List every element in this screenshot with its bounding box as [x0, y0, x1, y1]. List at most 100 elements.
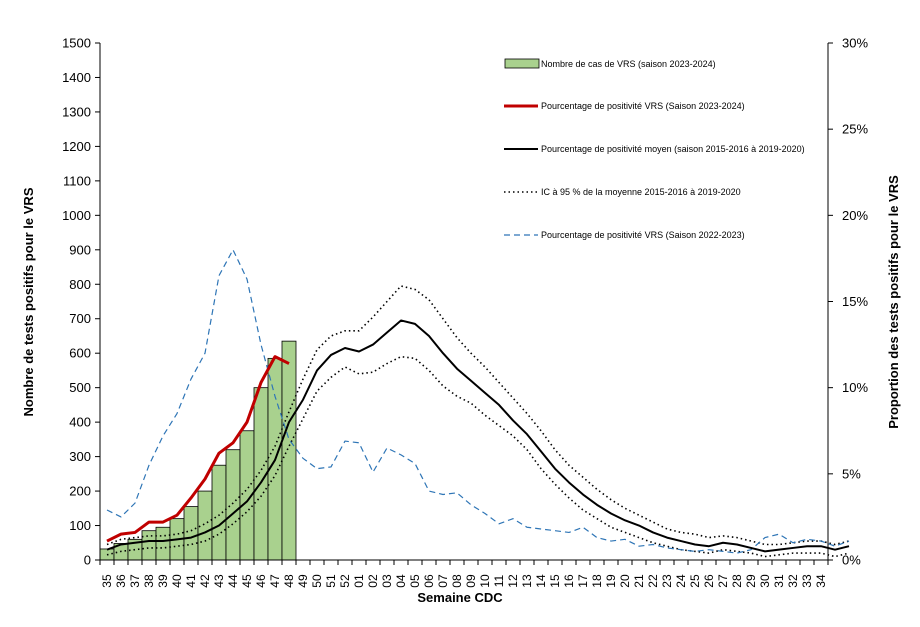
x-tick-label: 47	[268, 574, 282, 588]
y2-axis-title: Proportion des tests positifs pour le VR…	[886, 175, 901, 429]
x-tick-label: 25	[688, 574, 702, 588]
y-tick-label: 500	[69, 380, 91, 395]
bar-41	[183, 506, 199, 561]
x-tick-label: 12	[506, 574, 520, 588]
y-tick-label: 1300	[62, 104, 91, 119]
x-tick-label: 22	[646, 574, 660, 588]
y-tick-label: 1500	[62, 36, 91, 51]
x-tick-label: 18	[590, 574, 604, 588]
x-tick-label: 23	[660, 574, 674, 588]
x-tick-label: 19	[604, 574, 618, 588]
x-tick-label: 42	[198, 574, 212, 588]
y-tick-label: 1200	[62, 139, 91, 154]
x-tick-label: 49	[296, 574, 310, 588]
x-tick-label: 28	[730, 574, 744, 588]
x-tick-label: 24	[674, 574, 688, 588]
x-tick-label: 01	[352, 574, 366, 588]
bar-44	[225, 449, 241, 561]
x-tick-label: 11	[492, 574, 506, 587]
x-tick-label: 40	[170, 574, 184, 588]
y2-tick-label: 5%	[842, 466, 861, 481]
y2-tick-label: 20%	[842, 208, 868, 223]
x-tick-label: 48	[282, 574, 296, 588]
y-tick-label: 1000	[62, 208, 91, 223]
series-line-2	[106, 319, 850, 553]
y-tick-label: 900	[69, 242, 91, 257]
y-tick-label: 1100	[63, 173, 91, 188]
x-tick-label: 09	[464, 574, 478, 588]
series-line-4	[106, 249, 850, 554]
x-tick-label: 21	[632, 574, 646, 588]
y-tick-label: 600	[69, 346, 91, 361]
bar-38	[141, 530, 157, 561]
y-tick-label: 300	[69, 449, 91, 464]
y-tick-label: 0	[84, 553, 91, 568]
x-tick-label: 14	[534, 574, 548, 588]
x-tick-label: 52	[338, 574, 352, 588]
y2-tick-label: 25%	[842, 122, 868, 137]
x-tick-label: 04	[394, 574, 408, 588]
x-tick-label: 02	[366, 574, 380, 588]
legend-label: Pourcentage de positivité VRS (Saison 20…	[541, 230, 745, 240]
x-tick-label: 20	[618, 574, 632, 588]
x-tick-label: 26	[702, 574, 716, 588]
y-tick-label: 200	[69, 484, 91, 499]
x-tick-label: 50	[310, 574, 324, 588]
x-tick-label: 36	[114, 574, 128, 588]
bar-39	[155, 526, 171, 561]
x-tick-label: 39	[156, 574, 170, 588]
y2-tick-label: 10%	[842, 380, 868, 395]
x-tick-label: 05	[408, 574, 422, 588]
series-line-3	[106, 285, 850, 546]
x-tick-label: 34	[814, 574, 828, 588]
y-tick-label: 1400	[62, 70, 91, 85]
x-tick-label: 46	[254, 574, 268, 588]
y2-tick-label: 0%	[842, 553, 861, 568]
y2-tick-label: 30%	[842, 36, 868, 51]
series-line-1	[106, 355, 290, 543]
x-tick-label: 13	[520, 574, 534, 588]
x-tick-label: 43	[212, 574, 226, 588]
x-tick-label: 30	[758, 574, 772, 588]
x-tick-label: 44	[226, 574, 240, 588]
x-tick-label: 07	[436, 574, 450, 588]
x-tick-label: 33	[800, 574, 814, 588]
x-tick-label: 32	[786, 574, 800, 588]
legend: Nombre de cas de VRS (saison 2023-2024) P…	[504, 58, 805, 240]
y-tick-label: 700	[69, 311, 91, 326]
x-tick-label: 45	[240, 574, 254, 588]
x-tick-label: 27	[716, 574, 730, 588]
legend-label: Pourcentage de positivité VRS (Saison 20…	[541, 101, 745, 111]
legend-label: Pourcentage de positivité moyen (saison …	[541, 144, 805, 154]
x-tick-label: 06	[422, 574, 436, 588]
x-axis-title: Semaine CDC	[417, 590, 503, 605]
bar-43	[211, 464, 227, 561]
x-tick-label: 41	[184, 574, 198, 588]
lines-layer	[106, 249, 850, 558]
y2-tick-label: 15%	[842, 294, 868, 309]
y-axis-title: Nombre de tests positifs pour le VRS	[21, 187, 36, 416]
x-tick-label: 03	[380, 574, 394, 588]
x-tick-label: 37	[128, 574, 142, 588]
x-tick-label: 35	[100, 574, 114, 588]
x-tick-label: 08	[450, 574, 464, 588]
y-tick-label: 400	[69, 415, 91, 430]
x-tick-label: 10	[478, 574, 492, 588]
y-tick-label: 800	[69, 277, 91, 292]
x-tick-label: 17	[576, 574, 590, 588]
x-tick-label: 16	[562, 574, 576, 588]
legend-swatch-bar	[504, 58, 540, 69]
x-tick-label: 15	[548, 574, 562, 588]
x-tick-label: 31	[772, 574, 786, 588]
x-tick-label: 38	[142, 574, 156, 588]
x-tick-label: 51	[324, 574, 338, 588]
legend-label: Nombre de cas de VRS (saison 2023-2024)	[541, 59, 716, 69]
x-tick-label: 29	[744, 574, 758, 588]
legend-label: IC à 95 % de la moyenne 2015-2016 à 2019…	[541, 187, 741, 197]
bar-48	[281, 340, 297, 561]
axes-layer: 0 100 200 300 400 500 600 700 800 900 1000 1100 1200…	[62, 36, 868, 588]
series-line-3-lower	[106, 355, 850, 558]
bar-42	[197, 490, 213, 561]
y-tick-label: 100	[69, 518, 91, 533]
